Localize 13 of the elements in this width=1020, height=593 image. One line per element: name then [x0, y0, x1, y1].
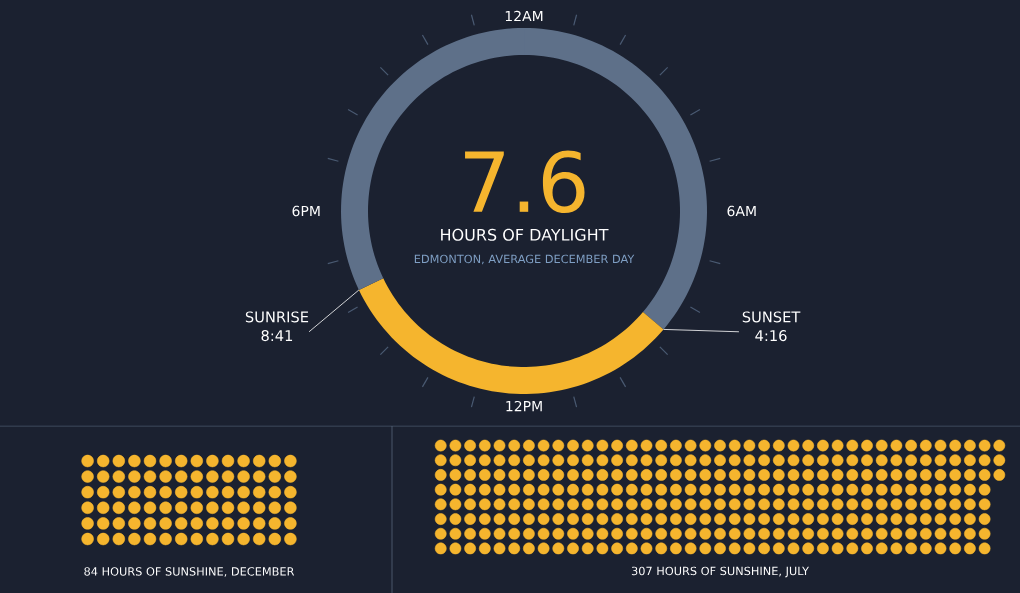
text: HOURS OF SUNSHINE, DECEMBER: [102, 567, 295, 577]
text: HOURS OF SUNSHINE, JULY: [657, 566, 809, 578]
text: SUNSET 4:16: [742, 311, 801, 342]
text: 12PM: [506, 400, 542, 412]
text: HOURS OF DAYLIGHT: [441, 228, 609, 241]
text: 12AM: [505, 10, 543, 22]
text: 6AM: [727, 205, 756, 217]
text: SUNRISE 8:41: [245, 311, 309, 342]
data-label: 84: [84, 567, 98, 576]
text: 7.6: [465, 150, 585, 213]
text: 6PM: [292, 205, 320, 217]
text: EDMONTON, AVERAGE DECEMBER DAY: [414, 254, 635, 265]
data-label: 307: [631, 566, 652, 576]
